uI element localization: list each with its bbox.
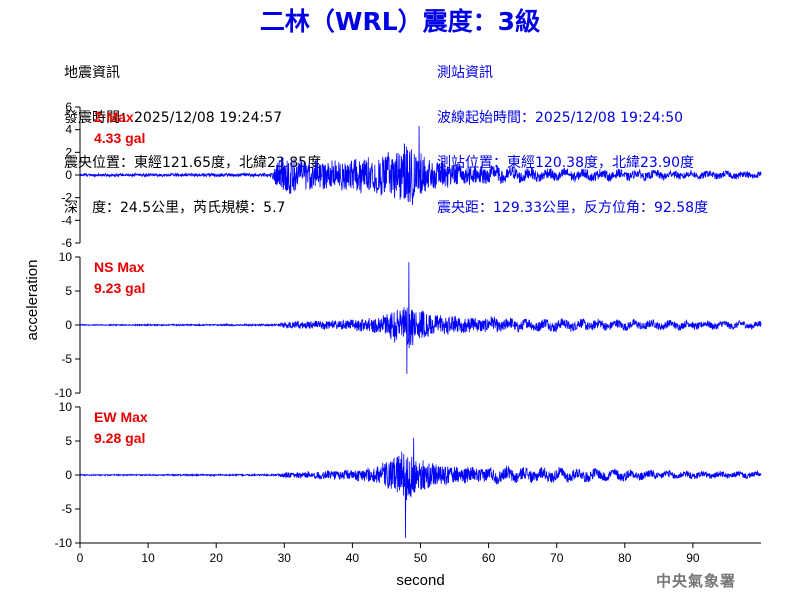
y-tick-label-z: 4: [65, 123, 72, 137]
y-tick-label-z: 2: [65, 145, 72, 159]
y-tick-label-z: -4: [61, 213, 72, 227]
x-tick-label: 20: [210, 551, 224, 565]
y-tick-label-ns: 0: [65, 318, 72, 332]
epicenter-location: 震央位置：東經121.65度，北緯23.85度: [64, 155, 322, 171]
y-tick-label-z: 6: [65, 100, 72, 114]
y-tick-label-ns: -10: [55, 386, 73, 400]
max-value-ew: 9.28 gal: [94, 430, 145, 446]
y-tick-label-ns: -5: [61, 352, 72, 366]
x-tick-label: 40: [346, 551, 360, 565]
y-axis-label: acceleration: [24, 260, 41, 341]
y-tick-label-ns: 10: [59, 250, 73, 264]
max-label-z: Z Max: [94, 109, 134, 125]
max-value-z: 4.33 gal: [94, 130, 145, 146]
x-tick-label: 70: [550, 551, 564, 565]
wave-start-time: 波線起始時間：2025/12/08 19:24:50: [437, 110, 684, 126]
station-info: 測站資訊 波線起始時間：2025/12/08 19:24:50 測站位置：東經1…: [437, 36, 708, 231]
depth-magnitude: 深 度：24.5公里，芮氏規模：5.7: [64, 200, 286, 216]
earthquake-info: 地震資訊 發震時間：2025/12/08 19:24:57 震央位置：東經121…: [64, 36, 321, 231]
x-tick-label: 30: [278, 551, 292, 565]
origin-time: 發震時間：2025/12/08 19:24:57: [64, 110, 283, 126]
x-tick-label: 10: [141, 551, 155, 565]
waveform-trace-ns: [79, 262, 762, 374]
agency-footer: 中央氣象署: [656, 572, 737, 590]
station-location: 測站位置：東經120.38度，北緯23.90度: [437, 155, 695, 171]
y-tick-label-z: -2: [61, 191, 72, 205]
y-tick-label-ew: 10: [59, 400, 73, 414]
earthquake-info-header: 地震資訊: [64, 65, 120, 81]
y-tick-label-ns: 5: [65, 284, 72, 298]
x-tick-label: 60: [482, 551, 496, 565]
x-tick-label: 0: [77, 551, 84, 565]
y-tick-label-ew: 5: [65, 434, 72, 448]
waveform-trace-z: [79, 125, 762, 205]
x-axis-label: second: [396, 572, 444, 589]
chart-title: 二林（WRL）震度：3級: [259, 7, 541, 36]
y-tick-label-z: -6: [61, 236, 72, 250]
y-tick-label-ew: -5: [61, 502, 72, 516]
station-info-header: 測站資訊: [437, 65, 493, 81]
y-tick-label-ew: -10: [55, 536, 73, 550]
max-label-ew: EW Max: [94, 409, 148, 425]
epicentral-distance: 震央距：129.33公里，反方位角：92.58度: [437, 200, 709, 216]
x-tick-label: 80: [618, 551, 632, 565]
waveform-trace-ew: [79, 437, 762, 539]
x-tick-label: 90: [686, 551, 700, 565]
y-tick-label-z: 0: [65, 168, 72, 182]
y-tick-label-ew: 0: [65, 468, 72, 482]
x-tick-label: 50: [414, 551, 428, 565]
max-value-ns: 9.23 gal: [94, 280, 145, 296]
max-label-ns: NS Max: [94, 259, 145, 275]
